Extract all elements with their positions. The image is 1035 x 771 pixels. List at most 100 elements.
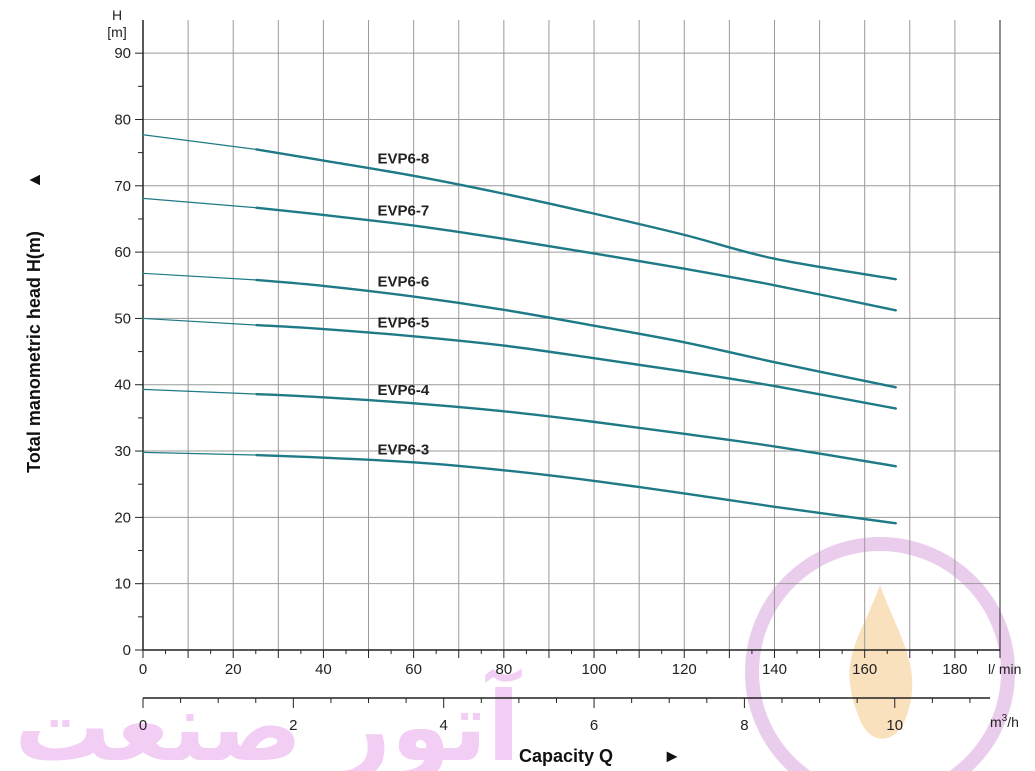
y-tick-label: 40 — [114, 377, 131, 394]
x-tick-label: 180 — [942, 661, 967, 678]
data-point — [895, 386, 898, 389]
data-point — [593, 252, 595, 255]
data-point — [322, 328, 325, 330]
x-unit-m3h: m3/h — [990, 713, 1019, 730]
x2-tick-label: 6 — [590, 717, 598, 734]
x2-tick-label: 8 — [740, 717, 748, 734]
x-tick-label: 120 — [672, 661, 697, 678]
data-point — [895, 278, 898, 281]
data-point — [254, 206, 257, 209]
data-point — [593, 421, 595, 423]
x-axis-m3h: 0 2 4 6 8 10 — [139, 697, 990, 734]
data-point — [683, 370, 686, 373]
y-tick-label: 50 — [114, 310, 131, 327]
series-line — [255, 206, 897, 312]
data-point — [593, 212, 595, 215]
data-point — [412, 402, 415, 405]
series-line-start — [142, 451, 256, 456]
series-line-start — [142, 388, 256, 395]
x-unit-m3h-base: m — [990, 714, 1002, 730]
data-point — [895, 309, 898, 312]
y-tick-label: 20 — [114, 509, 131, 526]
series-label: EVP6-3 — [378, 441, 430, 458]
data-point — [593, 480, 595, 482]
data-point — [683, 234, 686, 236]
x-axis-arrow: ► — [663, 746, 681, 766]
x-tick-label: 100 — [582, 661, 607, 678]
y-tick-label: 10 — [114, 576, 131, 593]
y-tick-label: 0 — [123, 642, 131, 659]
x-tick-label: 0 — [139, 661, 147, 678]
data-point — [773, 385, 776, 387]
x-tick-label: 160 — [852, 661, 877, 678]
series-line — [255, 278, 897, 389]
series-line — [255, 453, 897, 525]
data-point — [683, 492, 686, 495]
data-point — [412, 175, 415, 177]
data-point — [254, 393, 257, 395]
data-point — [895, 522, 898, 525]
x2-tick-label: 4 — [440, 717, 448, 734]
data-point — [773, 284, 776, 287]
x-tick-label: 140 — [762, 661, 787, 678]
y-tick-label: 80 — [114, 111, 131, 128]
data-point — [254, 324, 257, 326]
data-point — [254, 279, 257, 281]
data-point — [593, 324, 595, 327]
data-point — [503, 469, 505, 472]
x-unit-m3h-tail: /h — [1007, 714, 1019, 730]
watermark-logo: آتور صنعت — [14, 537, 1015, 771]
data-point — [503, 238, 505, 240]
watermark-text: آتور صنعت — [14, 668, 522, 771]
x-tick-label: 40 — [315, 661, 332, 678]
series-evp6-3: EVP6-3 — [142, 441, 898, 525]
series-label: EVP6-6 — [378, 273, 430, 290]
grid — [143, 20, 1000, 650]
series-layer: EVP6-8 EVP6-7 EVP6-6 EVP6-5 EVP6-4 EVP6-3 — [142, 133, 898, 525]
x-unit-m3h-exp: 3 — [1002, 713, 1008, 724]
data-point — [895, 407, 898, 410]
y-axis-arrow: ▲ — [24, 171, 44, 189]
data-point — [895, 465, 898, 468]
series-label: EVP6-4 — [378, 382, 430, 399]
x-tick-label: 80 — [495, 661, 512, 678]
data-point — [322, 159, 325, 162]
watermark-flame — [849, 585, 913, 739]
data-point — [412, 335, 415, 338]
x-axis-title: Capacity Q — [519, 746, 613, 766]
x-tick-label: 60 — [405, 661, 422, 678]
series-evp6-5: EVP6-5 — [142, 314, 898, 410]
data-point — [142, 317, 144, 320]
data-point — [503, 344, 505, 347]
data-point — [773, 445, 776, 448]
series-line-start — [142, 197, 256, 209]
y-axis-title: Total manometric head H(m) — [24, 231, 44, 473]
data-point — [412, 295, 415, 298]
y-tick-label: 70 — [114, 178, 131, 195]
x-unit-lpm: l/ min — [988, 661, 1021, 677]
data-point — [683, 433, 686, 435]
x2-tick-label: 10 — [886, 717, 903, 734]
data-point — [503, 309, 505, 311]
series-evp6-4: EVP6-4 — [142, 382, 898, 468]
series-line-start — [142, 272, 256, 281]
series-label: EVP6-5 — [378, 314, 430, 331]
data-point — [322, 456, 325, 459]
y-unit-symbol: H — [112, 7, 122, 23]
series-evp6-7: EVP6-7 — [142, 197, 898, 312]
series-line-start — [142, 317, 256, 326]
data-point — [142, 451, 144, 454]
y-tick-label: 60 — [114, 244, 131, 261]
data-point — [503, 192, 505, 195]
series-evp6-8: EVP6-8 — [142, 133, 898, 281]
y-axis-title-group: Total manometric head H(m) ▲ — [24, 171, 44, 473]
data-point — [412, 224, 415, 227]
series-line — [255, 148, 897, 281]
x-axis-lpm: 0 20 40 60 80 100 120 140 160 180 — [139, 650, 1001, 678]
data-point — [142, 388, 144, 391]
y-axis: 0 10 20 30 40 50 60 70 80 90 — [114, 45, 143, 659]
y-tick-label: 30 — [114, 443, 131, 460]
data-point — [773, 257, 776, 260]
data-point — [142, 197, 144, 200]
data-point — [322, 214, 325, 216]
